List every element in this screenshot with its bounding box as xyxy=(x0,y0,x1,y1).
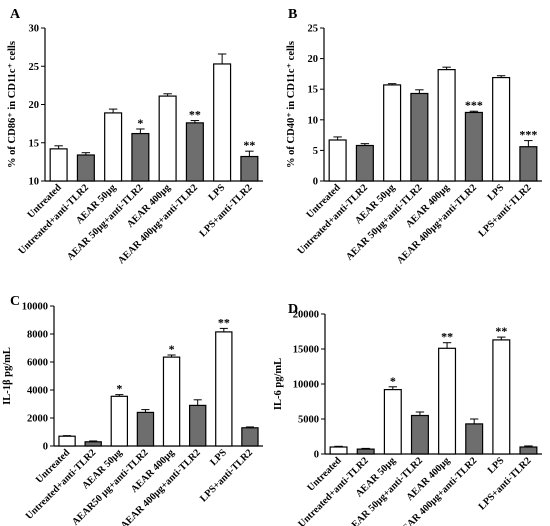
y-tick-label: 20000 xyxy=(293,310,319,321)
y-tick-label: 0 xyxy=(314,450,319,461)
y-tick-label: 10 xyxy=(308,115,319,126)
bar xyxy=(383,84,402,182)
bar xyxy=(136,411,155,447)
significance-marker: * xyxy=(390,374,396,388)
y-tick-label: 0 xyxy=(313,177,318,188)
bar xyxy=(213,63,232,182)
y-tick-label: 25 xyxy=(308,24,319,35)
significance-marker: *** xyxy=(519,128,537,142)
x-tick-label: LPS xyxy=(486,455,507,476)
bar xyxy=(76,154,95,182)
y-tick-label: 5 xyxy=(313,146,318,157)
bar xyxy=(410,414,429,455)
significance-marker: ** xyxy=(243,138,255,152)
panel-label: D xyxy=(288,302,298,317)
y-tick-label: 6000 xyxy=(27,358,48,369)
y-axis-title: IL-1β pg/mL xyxy=(2,347,13,405)
y-tick-label: 20 xyxy=(308,54,319,65)
panel-label: C xyxy=(10,294,20,309)
x-tick-label: LPS xyxy=(208,447,229,468)
y-tick-label: 5000 xyxy=(298,415,319,426)
significance-marker: * xyxy=(169,342,175,356)
bar xyxy=(329,446,348,455)
y-tick-label: 15 xyxy=(308,85,319,96)
y-tick-label: 10000 xyxy=(293,380,319,391)
bar xyxy=(215,331,233,447)
bar xyxy=(158,95,177,182)
bar xyxy=(84,441,102,447)
bar xyxy=(355,144,374,182)
chart-panel-b: B% of CD40⁺ in CD11c⁺ cells0510152025Unt… xyxy=(286,7,542,266)
x-tick-label: LPS xyxy=(485,182,506,203)
chart-panel-c: CIL-1β pg/mL0200040006000800010000Untrea… xyxy=(2,294,263,526)
y-axis-title: IL-6 pg/mL xyxy=(273,358,284,410)
bar xyxy=(465,423,484,455)
bar xyxy=(383,389,402,455)
bar xyxy=(492,76,511,182)
bar xyxy=(519,146,538,182)
bar xyxy=(188,404,207,447)
panel-label: B xyxy=(288,7,297,22)
significance-marker: ** xyxy=(218,315,230,329)
significance-marker: *** xyxy=(465,98,483,112)
significance-marker: ** xyxy=(441,330,453,344)
bar xyxy=(104,112,123,182)
bar xyxy=(519,446,538,455)
y-tick-label: 4000 xyxy=(27,386,48,397)
bar xyxy=(464,111,483,182)
x-tick-label: LPS xyxy=(206,182,227,203)
bar xyxy=(185,122,204,182)
significance-marker: * xyxy=(137,116,143,130)
bar xyxy=(410,92,429,182)
y-axis-title: % of CD86⁺ in CD11c⁺ cells xyxy=(7,41,18,168)
bar xyxy=(492,339,511,455)
y-tick-label: 10 xyxy=(29,177,40,188)
y-tick-label: 20 xyxy=(29,100,40,111)
bar xyxy=(58,435,76,447)
significance-marker: ** xyxy=(189,108,201,122)
y-tick-label: 10000 xyxy=(22,302,48,313)
chart-panel-a: A% of CD86⁺ in CD11c⁺ cells1015202530Unt… xyxy=(7,7,263,266)
bar xyxy=(49,148,68,182)
significance-marker: ** xyxy=(495,324,507,338)
significance-marker: * xyxy=(116,382,122,396)
bar xyxy=(162,356,181,447)
bar xyxy=(356,448,375,455)
y-tick-label: 25 xyxy=(29,62,40,73)
y-axis-title: % of CD40⁺ in CD11c⁺ cells xyxy=(286,41,297,168)
bar xyxy=(110,395,129,447)
bar xyxy=(328,139,347,182)
bar xyxy=(241,427,259,447)
bar xyxy=(240,155,259,182)
y-tick-label: 2000 xyxy=(27,414,48,425)
bar xyxy=(131,132,150,182)
y-tick-label: 0 xyxy=(43,442,48,453)
panel-label: A xyxy=(10,7,21,22)
y-tick-label: 15 xyxy=(29,138,40,149)
bar xyxy=(437,69,456,182)
chart-panel-d: DIL-6 pg/mL05000100001500020000Untreated… xyxy=(273,302,542,526)
y-tick-label: 15000 xyxy=(293,345,319,356)
y-tick-label: 30 xyxy=(29,24,40,35)
bar xyxy=(438,347,457,455)
y-tick-label: 8000 xyxy=(27,330,48,341)
